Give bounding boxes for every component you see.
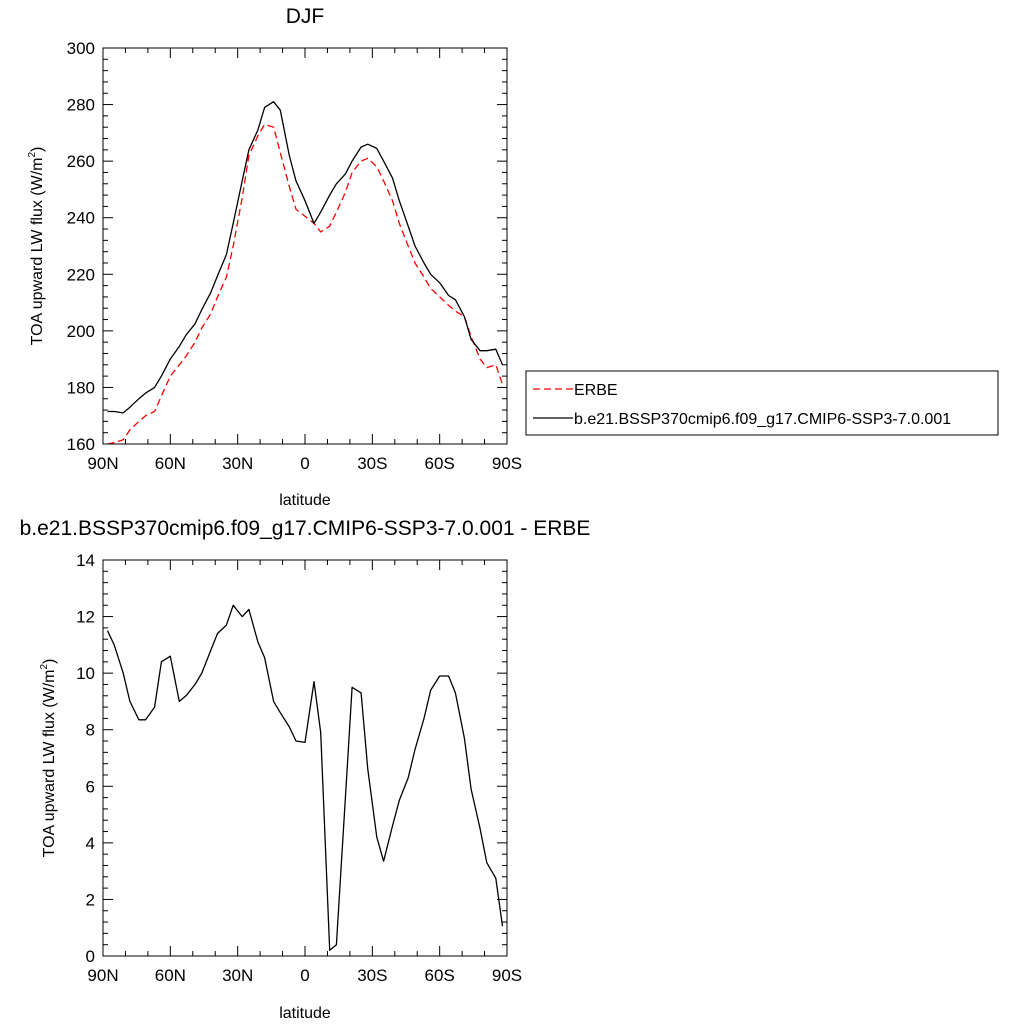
y-tick-label: 240 [67,209,95,228]
series-line-0-0 [107,123,504,445]
x-tick-label: 90N [87,966,118,985]
x-tick-label: 60S [425,454,455,473]
y-tick-label: 12 [76,608,95,627]
y-tick-label: 4 [86,834,95,853]
legend-box [525,370,999,436]
x-tick-label: 60N [155,966,186,985]
x-tick-label: 30S [357,454,387,473]
top-chart-frame [102,47,508,445]
bottom-chart-xlabel: latitude [279,1005,331,1022]
x-tick-label: 30N [222,966,253,985]
series-line-1-0 [106,604,504,951]
y-tick-label: 180 [67,378,95,397]
y-tick-label: 280 [67,96,95,115]
x-tick-label: 0 [300,966,309,985]
y-tick-label: 200 [67,322,95,341]
y-tick-label: 2 [86,890,95,909]
y-tick-label: 14 [76,551,95,570]
y-tick-label: 8 [86,721,95,740]
bottom-chart-ylabel: TOA upward LW flux (W/m2) [39,659,58,858]
y-tick-label: 10 [76,664,95,683]
x-tick-label: 30S [357,966,387,985]
y-tick-label: 300 [67,39,95,58]
bottom-chart-title: b.e21.BSSP370cmip6.f09_g17.CMIP6-SSP3-7.… [20,517,591,540]
bottom-chart: b.e21.BSSP370cmip6.f09_g17.CMIP6-SSP3-7.… [20,517,591,1022]
top-chart: DJF 90N 60N 30N 0 30S 60S 90S 160 180 200 220 240 2… [27,5,522,509]
series-line-0-1 [107,101,504,414]
bottom-chart-frame [102,559,508,957]
x-tick-label: 0 [300,454,309,473]
y-tick-label: 6 [86,777,95,796]
x-tick-label: 60S [425,966,455,985]
y-tick-label: 220 [67,265,95,284]
y-tick-label: 260 [67,152,95,171]
top-chart-ylabel: TOA upward LW flux (W/m2) [27,147,46,346]
y-tick-label: 0 [86,947,95,966]
legend: ERBE b.e21.BSSP370cmip6.f09_g17.CMIP6-SS… [525,370,999,436]
top-chart-title: DJF [286,5,325,28]
top-chart-xlabel: latitude [279,492,331,509]
x-tick-label: 90S [492,966,522,985]
x-tick-label: 60N [155,454,186,473]
x-tick-label: 90N [87,454,118,473]
y-tick-label: 160 [67,435,95,454]
legend-label-erbe: ERBE [574,382,618,399]
legend-label-model: b.e21.BSSP370cmip6.f09_g17.CMIP6-SSP3-7.… [574,411,951,428]
x-tick-label: 30N [222,454,253,473]
x-tick-label: 90S [492,454,522,473]
